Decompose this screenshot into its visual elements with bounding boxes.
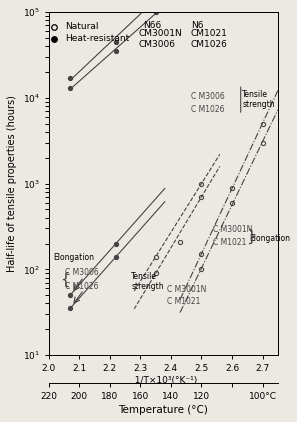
Text: CM1021: CM1021 [191, 29, 228, 38]
Text: C M1026: C M1026 [191, 106, 224, 114]
X-axis label: Temperature (°C): Temperature (°C) [118, 405, 208, 415]
Text: Elongation: Elongation [53, 253, 94, 262]
Text: Tensile
strength: Tensile strength [131, 272, 164, 291]
Text: C M1026: C M1026 [65, 282, 98, 291]
Text: C M3006: C M3006 [65, 268, 99, 277]
Text: N66: N66 [143, 21, 161, 30]
Text: Natural: Natural [65, 22, 98, 31]
Text: C M3001N: C M3001N [213, 225, 252, 234]
Text: CM3006: CM3006 [138, 40, 175, 49]
Text: Tensile
strength: Tensile strength [242, 90, 275, 109]
Text: Heat-resistant: Heat-resistant [65, 35, 129, 43]
Text: C M1021: C M1021 [167, 298, 200, 306]
Text: {: { [60, 272, 69, 287]
Text: C M3006: C M3006 [191, 92, 225, 101]
Text: CM3001N: CM3001N [138, 29, 182, 38]
Text: CM1026: CM1026 [191, 40, 228, 49]
Text: }: } [246, 229, 256, 244]
Y-axis label: Half-life of tensile properties (hours): Half-life of tensile properties (hours) [7, 95, 17, 272]
X-axis label:   1/T×10³(°K⁻¹): 1/T×10³(°K⁻¹) [129, 376, 198, 385]
Text: N6: N6 [191, 21, 203, 30]
Text: Elongation: Elongation [249, 234, 290, 243]
Text: C M3001N: C M3001N [167, 285, 206, 295]
Text: C M1021: C M1021 [213, 238, 246, 247]
